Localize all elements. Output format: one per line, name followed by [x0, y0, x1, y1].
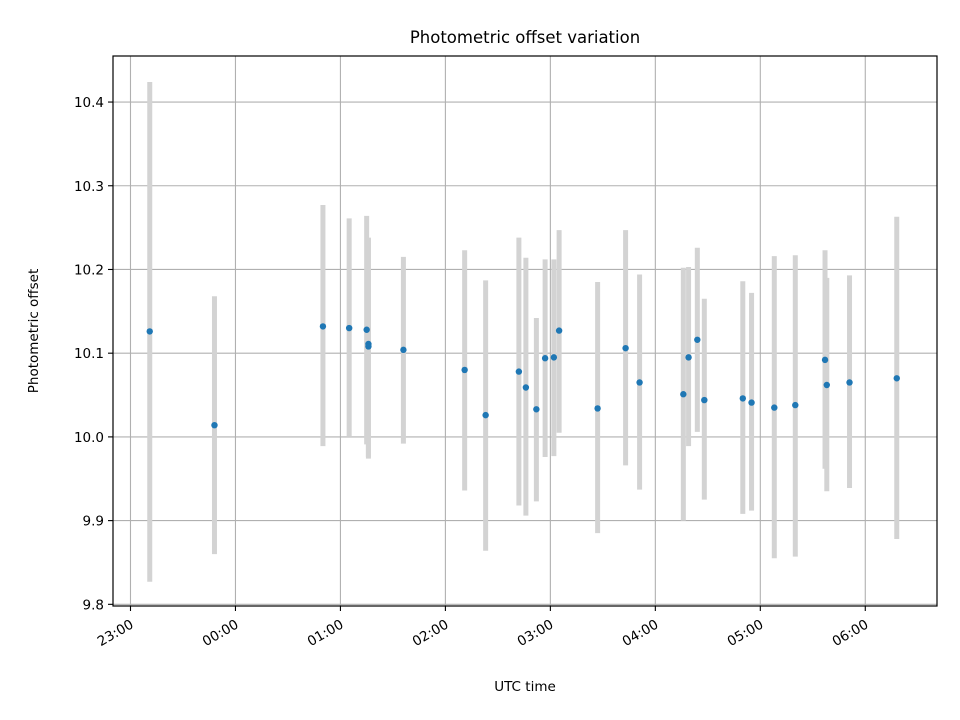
data-point: [146, 328, 153, 335]
data-point: [541, 355, 549, 362]
data-point: [363, 326, 370, 333]
data-point: [211, 421, 218, 429]
data-point: [482, 411, 489, 419]
data-point: [515, 368, 523, 375]
x-axis-label: UTC time: [494, 679, 556, 695]
data-point: [701, 396, 708, 404]
y-tick-label: 10.0: [74, 430, 104, 446]
y-tick-label: 9.8: [83, 597, 104, 613]
data-point: [680, 391, 687, 398]
data-point: [365, 343, 372, 350]
y-axis-label: Photometric offset: [26, 269, 42, 393]
data-point: [636, 379, 643, 386]
y-tick-label: 10.2: [74, 262, 104, 278]
y-tick-label: 9.9: [83, 514, 104, 530]
data-point: [594, 405, 601, 412]
data-point: [533, 406, 540, 413]
data-point: [461, 366, 468, 374]
data-point: [823, 381, 830, 389]
data-point: [522, 384, 530, 391]
data-point: [771, 404, 778, 411]
data-point: [345, 324, 353, 332]
data-point: [792, 401, 799, 409]
chart-title: Photometric offset variation: [410, 28, 640, 47]
data-point: [694, 336, 701, 343]
data-point: [821, 356, 829, 364]
data-point: [319, 323, 327, 330]
y-tick-label: 10.1: [74, 346, 104, 362]
y-tick-label: 10.3: [74, 179, 104, 195]
data-point: [893, 375, 900, 382]
data-point: [622, 344, 629, 352]
y-tick-label: 10.4: [74, 95, 104, 111]
data-point: [555, 327, 563, 334]
data-point: [748, 399, 755, 406]
data-point: [685, 354, 692, 361]
data-point: [550, 354, 558, 361]
data-point: [400, 346, 407, 354]
plot-frame: [112, 55, 938, 607]
data-point: [846, 379, 853, 386]
y-axis: 9.8 9.9 10.0 10.1 10.2 10.3 10.4: [74, 95, 113, 613]
data-points: [146, 323, 900, 429]
data-point: [739, 395, 747, 402]
